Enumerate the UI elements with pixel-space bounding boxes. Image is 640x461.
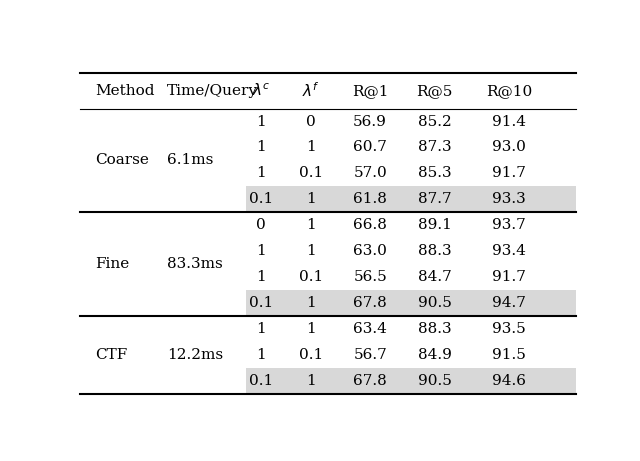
Text: 88.3: 88.3 <box>418 244 451 258</box>
Text: 1: 1 <box>306 192 316 206</box>
Text: 93.4: 93.4 <box>492 244 526 258</box>
Text: 63.4: 63.4 <box>353 322 387 336</box>
Text: 90.5: 90.5 <box>418 374 452 388</box>
Text: $\lambda^c$: $\lambda^c$ <box>252 83 270 99</box>
Text: 1: 1 <box>256 348 266 362</box>
Text: R@10: R@10 <box>486 84 532 98</box>
Text: 67.8: 67.8 <box>353 296 387 310</box>
Text: 91.7: 91.7 <box>492 270 526 284</box>
Text: 60.7: 60.7 <box>353 141 387 154</box>
Text: 56.5: 56.5 <box>353 270 387 284</box>
Text: 66.8: 66.8 <box>353 218 387 232</box>
Text: 1: 1 <box>306 322 316 336</box>
Text: 85.3: 85.3 <box>418 166 451 180</box>
Text: 6.1ms: 6.1ms <box>167 154 213 167</box>
Text: 1: 1 <box>306 141 316 154</box>
Text: 84.9: 84.9 <box>418 348 452 362</box>
Text: 0.1: 0.1 <box>249 296 273 310</box>
Text: 88.3: 88.3 <box>418 322 451 336</box>
Text: 94.6: 94.6 <box>492 374 526 388</box>
Text: 1: 1 <box>306 296 316 310</box>
Text: 1: 1 <box>256 166 266 180</box>
Text: $\lambda^f$: $\lambda^f$ <box>301 82 319 100</box>
Text: 56.9: 56.9 <box>353 114 387 129</box>
Text: 93.5: 93.5 <box>492 322 526 336</box>
Bar <box>246 290 576 316</box>
Text: 0.1: 0.1 <box>249 192 273 206</box>
Text: 12.2ms: 12.2ms <box>167 348 223 362</box>
Text: 93.0: 93.0 <box>492 141 526 154</box>
Text: Time/Query: Time/Query <box>167 84 258 98</box>
Text: 85.2: 85.2 <box>418 114 451 129</box>
Text: R@1: R@1 <box>352 84 388 98</box>
Text: 83.3ms: 83.3ms <box>167 257 223 271</box>
Text: 57.0: 57.0 <box>353 166 387 180</box>
Bar <box>246 368 576 394</box>
Bar <box>246 186 576 212</box>
Text: 91.7: 91.7 <box>492 166 526 180</box>
Text: 87.3: 87.3 <box>418 141 451 154</box>
Text: 90.5: 90.5 <box>418 296 452 310</box>
Text: 94.7: 94.7 <box>492 296 526 310</box>
Text: Coarse: Coarse <box>95 154 148 167</box>
Text: 93.7: 93.7 <box>492 218 526 232</box>
Text: 1: 1 <box>306 244 316 258</box>
Text: R@5: R@5 <box>417 84 453 98</box>
Text: 0.1: 0.1 <box>298 166 323 180</box>
Text: 63.0: 63.0 <box>353 244 387 258</box>
Text: 87.7: 87.7 <box>418 192 451 206</box>
Text: 1: 1 <box>306 374 316 388</box>
Text: 1: 1 <box>256 141 266 154</box>
Text: 91.4: 91.4 <box>492 114 526 129</box>
Text: 0.1: 0.1 <box>249 374 273 388</box>
Text: Method: Method <box>95 84 154 98</box>
Text: 93.3: 93.3 <box>492 192 526 206</box>
Text: CTF: CTF <box>95 348 127 362</box>
Text: 91.5: 91.5 <box>492 348 526 362</box>
Text: 0: 0 <box>256 218 266 232</box>
Text: 1: 1 <box>306 218 316 232</box>
Text: 56.7: 56.7 <box>353 348 387 362</box>
Text: 1: 1 <box>256 270 266 284</box>
Text: Fine: Fine <box>95 257 129 271</box>
Text: 0: 0 <box>306 114 316 129</box>
Text: 0.1: 0.1 <box>298 270 323 284</box>
Text: 61.8: 61.8 <box>353 192 387 206</box>
Text: 89.1: 89.1 <box>418 218 452 232</box>
Text: 1: 1 <box>256 244 266 258</box>
Text: 67.8: 67.8 <box>353 374 387 388</box>
Text: 1: 1 <box>256 322 266 336</box>
Text: 0.1: 0.1 <box>298 348 323 362</box>
Text: 84.7: 84.7 <box>418 270 451 284</box>
Text: 1: 1 <box>256 114 266 129</box>
